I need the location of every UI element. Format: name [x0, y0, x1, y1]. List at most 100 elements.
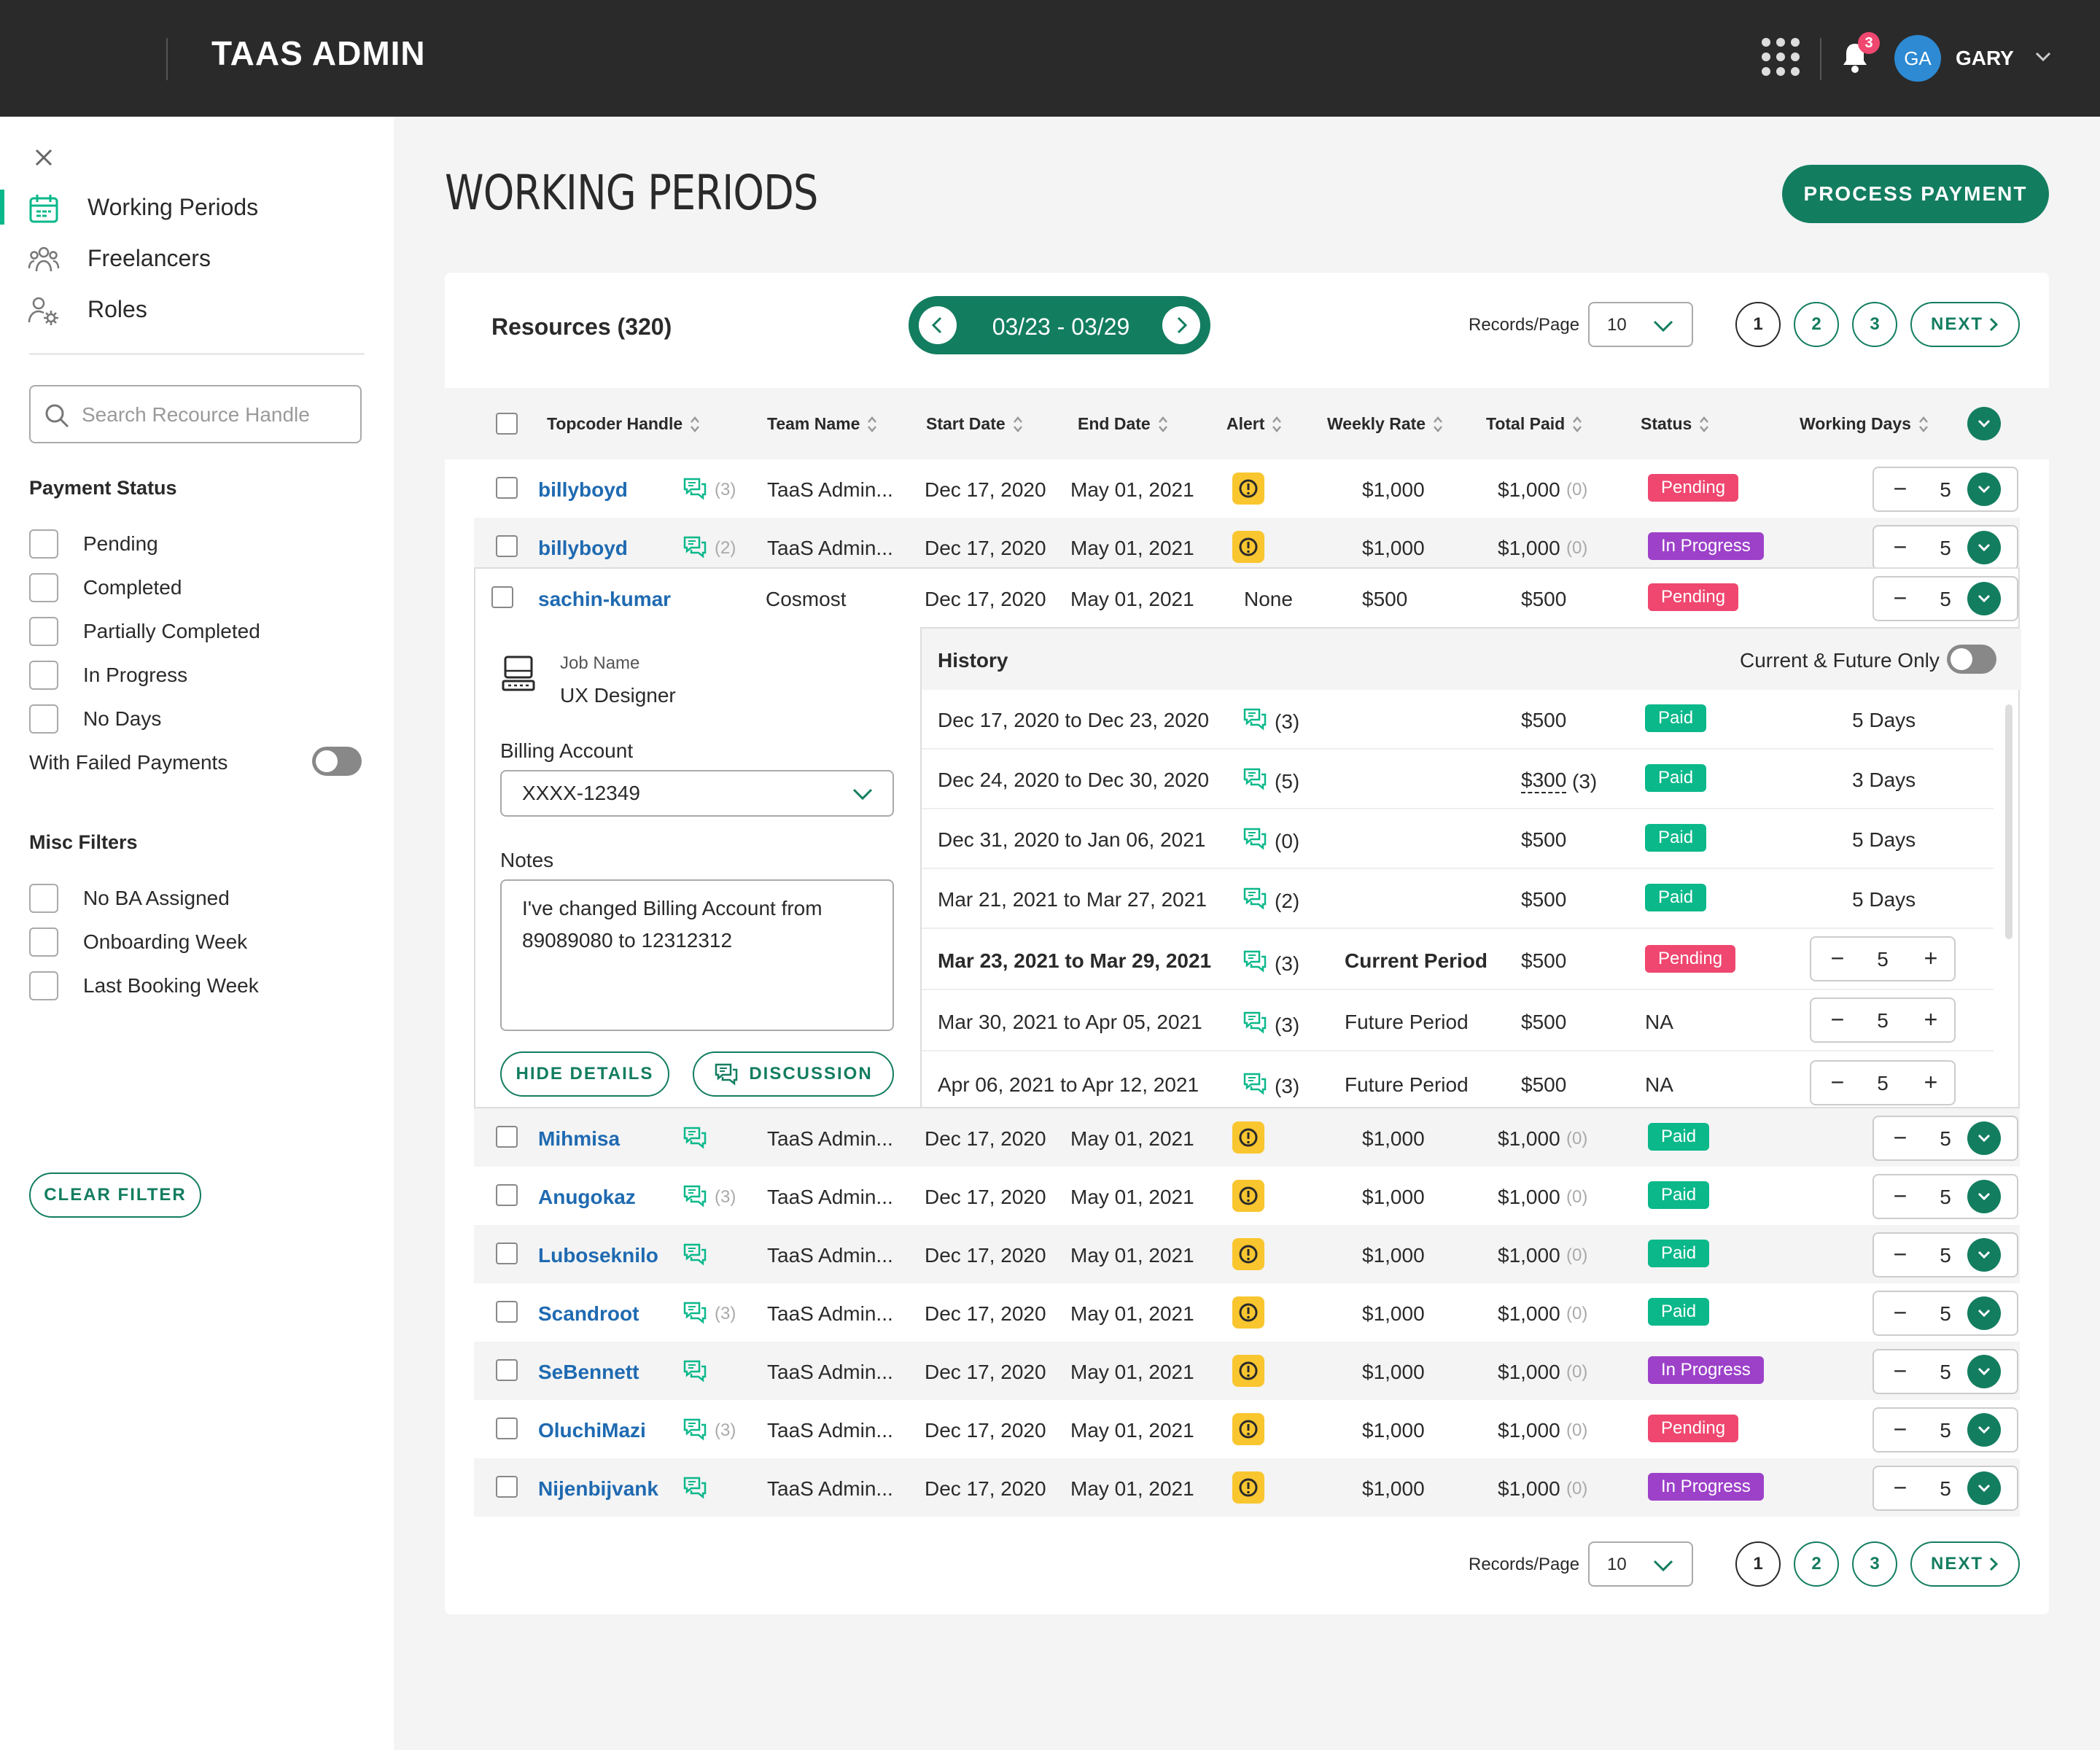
row-checkbox[interactable] [496, 535, 518, 557]
message-icon[interactable] [1242, 707, 1267, 731]
expand-row-button[interactable] [1967, 472, 2001, 506]
sidebar-item-working-periods[interactable]: Working Periods [0, 182, 394, 233]
table-row[interactable]: billyboyd (3) TaaS Admin... Dec 17, 2020… [474, 459, 2020, 518]
decrement-button[interactable]: − [1893, 1474, 1908, 1501]
row-checkbox[interactable] [496, 1418, 518, 1439]
alert-icon[interactable] [1232, 1355, 1264, 1387]
alert-icon[interactable] [1232, 472, 1264, 505]
message-icon[interactable] [682, 1242, 707, 1266]
table-row[interactable]: Luboseknilo TaaS Admin... Dec 17, 2020 M… [474, 1225, 2020, 1283]
decrement-button[interactable]: − [1893, 1416, 1908, 1442]
column-team-name[interactable]: Team Name [767, 414, 877, 434]
page-2-button[interactable]: 2 [1794, 302, 1839, 347]
row-checkbox[interactable] [496, 1359, 518, 1381]
page-3-button[interactable]: 3 [1852, 302, 1897, 347]
alert-icon[interactable] [1232, 1471, 1264, 1504]
alert-icon[interactable] [1232, 1413, 1264, 1445]
records-page-select[interactable]: 10 [1588, 302, 1693, 347]
message-icon[interactable] [682, 1126, 707, 1149]
increment-button[interactable]: + [1924, 945, 1938, 971]
message-icon[interactable] [682, 1301, 707, 1324]
chevron-down-icon[interactable] [2034, 48, 2052, 66]
message-icon[interactable] [1242, 827, 1267, 850]
handle-link[interactable]: Scandroot [538, 1302, 639, 1325]
process-payment-button[interactable]: PROCESS PAYMENT [1782, 165, 2049, 223]
apps-grid-icon[interactable] [1762, 38, 1800, 76]
table-row[interactable]: Anugokaz (3) TaaS Admin... Dec 17, 2020 … [474, 1167, 2020, 1225]
current-future-toggle[interactable] [1947, 645, 1996, 674]
decrement-button[interactable]: − [1893, 1358, 1908, 1384]
checkbox-completed[interactable] [29, 573, 58, 602]
handle-link[interactable]: Anugokaz [538, 1186, 636, 1208]
page-1-button-bottom[interactable]: 1 [1735, 1541, 1781, 1587]
decrement-button[interactable]: − [1893, 1241, 1908, 1267]
decrement-button[interactable]: − [1830, 945, 1845, 971]
select-all-checkbox[interactable] [496, 413, 518, 435]
column-end-date[interactable]: End Date [1078, 414, 1168, 434]
message-icon[interactable] [1242, 1072, 1267, 1095]
decrement-button[interactable]: − [1830, 1069, 1845, 1095]
history-amount[interactable]: $300 [1521, 769, 1567, 793]
user-name[interactable]: GARY [1956, 47, 2014, 69]
message-icon[interactable] [1242, 949, 1267, 973]
expand-row-button[interactable] [1967, 1471, 2001, 1505]
collapse-row-button[interactable] [1967, 582, 2001, 615]
message-icon[interactable] [682, 1476, 707, 1499]
next-week-button[interactable] [1162, 306, 1200, 344]
working-days-stepper[interactable]: − 5 + [1810, 1060, 1956, 1105]
handle-link[interactable]: sachin-kumar [538, 588, 672, 610]
column-topcoder-handle[interactable]: Topcoder Handle [547, 414, 700, 434]
column-total-paid[interactable]: Total Paid [1486, 414, 1582, 434]
handle-link[interactable]: billyboyd [538, 478, 628, 501]
table-row[interactable]: Scandroot (3) TaaS Admin... Dec 17, 2020… [474, 1283, 2020, 1342]
prev-week-button[interactable] [919, 306, 957, 344]
decrement-button[interactable]: − [1893, 585, 1908, 611]
handle-link[interactable]: SeBennett [538, 1361, 639, 1383]
expand-row-button[interactable] [1967, 1238, 2001, 1272]
sidebar-item-freelancers[interactable]: Freelancers [0, 233, 394, 284]
page-3-button-bottom[interactable]: 3 [1852, 1541, 1897, 1587]
page-2-button-bottom[interactable]: 2 [1794, 1541, 1839, 1587]
checkbox-last-booking-week[interactable] [29, 971, 58, 1000]
column-weekly-rate[interactable]: Weekly Rate [1327, 414, 1443, 434]
notes-textarea[interactable]: I've changed Billing Account from 890890… [500, 879, 894, 1031]
next-page-button[interactable]: NEXT [1910, 302, 2020, 347]
row-checkbox[interactable] [496, 1242, 518, 1264]
alert-icon[interactable] [1232, 1121, 1264, 1154]
checkbox-in-progress[interactable] [29, 661, 58, 690]
row-checkbox[interactable] [496, 1184, 518, 1206]
handle-link[interactable]: Luboseknilo [538, 1244, 658, 1267]
handle-link[interactable]: OluchiMazi [538, 1419, 646, 1442]
message-icon[interactable] [682, 477, 707, 500]
table-row[interactable]: Nijenbijvank TaaS Admin... Dec 17, 2020 … [474, 1458, 2020, 1517]
failed-payments-toggle[interactable] [312, 747, 362, 776]
message-icon[interactable] [1242, 887, 1267, 910]
increment-button[interactable]: + [1924, 1006, 1938, 1032]
expand-row-button[interactable] [1967, 1180, 2001, 1213]
expand-row-button[interactable] [1967, 1355, 2001, 1388]
search-input[interactable] [82, 398, 351, 432]
message-icon[interactable] [682, 1184, 707, 1208]
sidebar-item-roles[interactable]: Roles [0, 284, 394, 335]
checkbox-no-ba-assigned[interactable] [29, 884, 58, 913]
alert-icon[interactable] [1232, 1296, 1264, 1329]
close-icon[interactable] [32, 146, 55, 169]
message-icon[interactable] [682, 1418, 707, 1441]
checkbox-pending[interactable] [29, 529, 58, 559]
page-1-button[interactable]: 1 [1735, 302, 1781, 347]
expand-row-button[interactable] [1967, 1121, 2001, 1155]
expand-row-button[interactable] [1967, 1413, 2001, 1447]
column-start-date[interactable]: Start Date [926, 414, 1023, 434]
expand-all-button[interactable] [1967, 407, 2001, 440]
checkbox-no-days[interactable] [29, 704, 58, 734]
records-page-select-bottom[interactable]: 10 [1588, 1541, 1693, 1587]
decrement-button[interactable]: − [1893, 1183, 1908, 1209]
table-row[interactable]: OluchiMazi (3) TaaS Admin... Dec 17, 202… [474, 1400, 2020, 1458]
avatar[interactable]: GA [1894, 35, 1941, 82]
decrement-button[interactable]: − [1893, 475, 1908, 502]
alert-icon[interactable] [1232, 1180, 1264, 1212]
decrement-button[interactable]: − [1893, 1124, 1908, 1151]
message-icon[interactable] [1242, 767, 1267, 790]
decrement-button[interactable]: − [1893, 534, 1908, 560]
discussion-button[interactable]: DISCUSSION [693, 1051, 894, 1097]
